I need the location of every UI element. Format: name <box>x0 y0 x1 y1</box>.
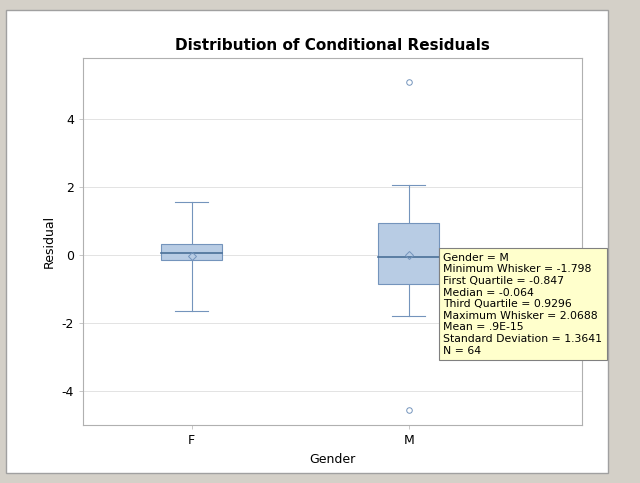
Y-axis label: Residual: Residual <box>44 215 56 268</box>
FancyBboxPatch shape <box>6 10 608 473</box>
Bar <box>378 224 439 284</box>
Text: Gender = M
Minimum Whisker = -1.798
First Quartile = -0.847
Median = -0.064
Thir: Gender = M Minimum Whisker = -1.798 Firs… <box>444 253 602 355</box>
Bar <box>161 244 222 260</box>
Title: Distribution of Conditional Residuals: Distribution of Conditional Residuals <box>175 38 490 53</box>
X-axis label: Gender: Gender <box>310 453 356 466</box>
